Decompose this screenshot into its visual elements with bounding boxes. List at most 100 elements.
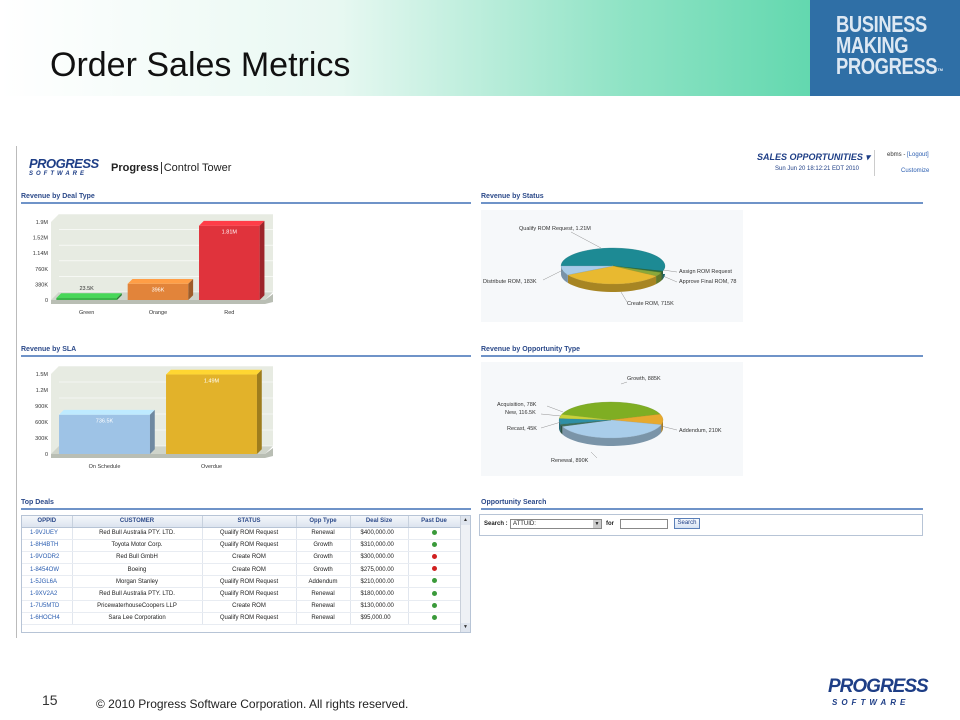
customize-link[interactable]: Customize xyxy=(901,168,930,174)
status-dot-icon xyxy=(431,541,437,547)
column-header-oppid[interactable]: OPPID xyxy=(22,516,73,528)
table-cell: Renewal xyxy=(296,527,351,540)
search-field-select[interactable]: ATTUID: ▼ xyxy=(510,519,602,529)
bar-overdue xyxy=(166,369,262,454)
table-cell: Qualify ROM Request xyxy=(202,612,297,626)
slide-title: Order Sales Metrics xyxy=(50,46,351,84)
slice-acquisition xyxy=(559,414,612,421)
dashboard-header: PROGRESS SOFTWARE Progress Control Tower … xyxy=(17,146,929,186)
column-header-deal-size[interactable]: Deal Size xyxy=(350,516,409,528)
search-label: Search : xyxy=(484,521,508,527)
slice-qualify-rom-request xyxy=(560,247,666,272)
table-row[interactable]: 1-8454OW Boeing Create ROM Growth $275,000.0… xyxy=(22,563,461,577)
oppid-link[interactable]: 1-8454OW xyxy=(22,563,73,577)
table-scrollbar[interactable]: ▲ ▼ xyxy=(460,516,470,632)
oppid-link[interactable]: 1-8H4BTH xyxy=(22,539,73,552)
table-cell: Renewal xyxy=(296,587,351,601)
data-label: 1.81M xyxy=(222,230,238,236)
table-row[interactable]: 1-7U5MTD PricewaterhouseCoopers LLP Create… xyxy=(22,600,461,613)
leader-line xyxy=(570,231,602,249)
oppid-link[interactable]: 1-9VJUEY xyxy=(22,527,73,540)
y-tick-label: 1.9M xyxy=(36,220,49,226)
status-dot-icon xyxy=(431,614,437,620)
oppid-link[interactable]: 1-9VODR2 xyxy=(22,551,73,565)
y-tick-label: 0 xyxy=(45,298,48,304)
slide-header xyxy=(0,0,960,96)
brand-line-1: BUSINESS xyxy=(836,11,927,37)
oppid-link[interactable]: 1-9XV2A2 xyxy=(22,587,73,601)
table-row[interactable]: 1-9VJUEY Red Bull Australia PTY. LTD. Qual… xyxy=(22,527,461,540)
panel-rule xyxy=(21,202,471,204)
chevron-down-icon[interactable]: ▼ xyxy=(593,520,601,528)
dashboard-selector[interactable]: SALES OPPORTUNITIES ▾ xyxy=(757,152,870,162)
panel-title-deal-type: Revenue by Deal Type xyxy=(21,193,95,200)
leader-line xyxy=(590,451,598,459)
oppid-link[interactable]: 1-7U5MTD xyxy=(22,600,73,613)
table-cell: Qualify ROM Request xyxy=(202,539,297,552)
table-cell: Morgan Stanley xyxy=(72,575,203,589)
slice-label: Growth, 885K xyxy=(627,376,661,382)
scroll-down-icon[interactable]: ▼ xyxy=(461,623,470,632)
table-row[interactable]: 1-9XV2A2 Red Bull Australia PTY. LTD. Qual… xyxy=(22,587,461,601)
search-input[interactable] xyxy=(620,519,668,529)
oppid-link[interactable]: 1-6HOCH4 xyxy=(22,612,73,626)
table-row[interactable]: 1-5JGL6A Morgan Stanley Qualify ROM Reques… xyxy=(22,575,461,589)
slice-side xyxy=(560,424,563,435)
leader-line xyxy=(542,269,564,281)
past-due-cell xyxy=(408,587,461,601)
table-cell: Addendum xyxy=(296,575,351,589)
leader-line xyxy=(540,413,562,417)
leader-line xyxy=(540,421,562,429)
data-label: 1.49M xyxy=(204,379,220,385)
y-tick-label: 1.5M xyxy=(36,372,49,378)
past-due-cell xyxy=(408,600,461,613)
column-header-opp-type[interactable]: Opp Type xyxy=(296,516,351,528)
oppid-link[interactable]: 1-5JGL6A xyxy=(22,575,73,589)
status-dot-icon xyxy=(431,566,437,572)
panel-title-opportunity-search: Opportunity Search xyxy=(481,499,547,506)
panel-rule xyxy=(481,355,923,357)
table-cell: Red Bull GmbH xyxy=(72,551,203,565)
brand-line-3: PROGRESS™ xyxy=(836,53,944,79)
panel-rule xyxy=(481,202,923,204)
opportunity-search-bar: Search : ATTUID: ▼ for Search xyxy=(479,514,923,536)
table-row[interactable]: 1-6HOCH4 Sara Lee Corporation Qualify ROM … xyxy=(22,612,461,626)
user-info: ebms - [Logout] xyxy=(887,152,929,158)
column-header-past-due[interactable]: Past Due xyxy=(408,516,461,528)
table-row[interactable]: 1-9VODR2 Red Bull GmbH Create ROM Growth $30… xyxy=(22,551,461,565)
business-making-progress-logo: BUSINESS MAKING PROGRESS™ xyxy=(810,0,960,96)
status-dot-icon xyxy=(431,602,437,608)
search-button[interactable]: Search xyxy=(674,518,700,529)
past-due-cell xyxy=(408,539,461,552)
column-header-status[interactable]: STATUS xyxy=(202,516,297,528)
panel-rule xyxy=(21,355,471,357)
table-row[interactable]: 1-8H4BTH Toyota Motor Corp. Qualify ROM Re… xyxy=(22,539,461,552)
status-dot-icon xyxy=(431,553,437,559)
y-tick-label: 300K xyxy=(35,436,48,442)
table-cell: Qualify ROM Request xyxy=(202,575,297,589)
bar-on-schedule xyxy=(59,409,155,454)
scroll-up-icon[interactable]: ▲ xyxy=(461,516,470,525)
leader-line xyxy=(660,425,678,431)
leader-line xyxy=(662,269,678,273)
slice-label: Renewal, 890K xyxy=(551,458,589,464)
deal-size: $310,000.00 xyxy=(350,539,409,552)
pie-chart-svg: Qualify ROM Request, 1.21M Assign ROM Req… xyxy=(481,210,743,322)
table-cell: Create ROM xyxy=(202,551,297,565)
control-tower-dashboard: PROGRESS SOFTWARE Progress Control Tower … xyxy=(16,146,929,638)
y-tick-label: 0 xyxy=(45,452,48,458)
past-due-cell xyxy=(408,575,461,589)
deal-size: $130,000.00 xyxy=(350,600,409,613)
y-tick-label: 1.14M xyxy=(33,251,49,257)
leader-line xyxy=(546,405,564,413)
deal-size: $210,000.00 xyxy=(350,575,409,589)
column-header-customer[interactable]: CUSTOMER xyxy=(72,516,203,528)
past-due-cell xyxy=(408,563,461,577)
slice-label: Assign ROM Request xyxy=(679,269,732,275)
logout-link[interactable]: [Logout] xyxy=(907,152,929,158)
search-for-label: for xyxy=(606,521,614,527)
table-cell: Boeing xyxy=(72,563,203,577)
slice-label: Approve Final ROM, 78 xyxy=(679,279,736,285)
slice-side xyxy=(661,271,663,281)
table-cell: Create ROM xyxy=(202,563,297,577)
